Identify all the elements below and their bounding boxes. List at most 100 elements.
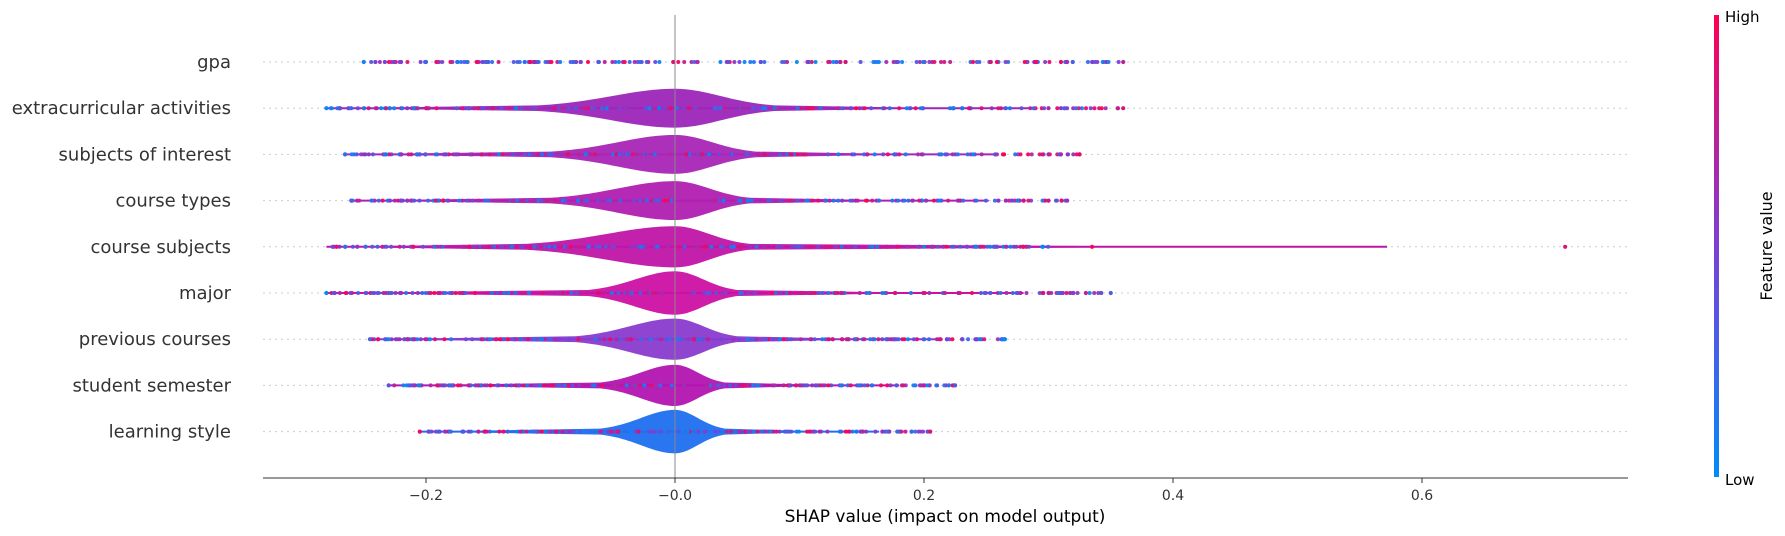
shap-point <box>374 106 379 111</box>
shap-point <box>411 106 416 111</box>
shap-point <box>885 337 890 342</box>
shap-point <box>700 337 705 342</box>
shap-point <box>979 106 984 111</box>
shap-point <box>790 198 795 203</box>
shap-point <box>375 291 380 295</box>
shap-point <box>366 152 371 157</box>
shap-point <box>823 383 828 388</box>
shap-point <box>1013 152 1018 157</box>
shap-point <box>589 106 594 111</box>
shap-point <box>583 152 588 157</box>
shap-point <box>938 198 943 203</box>
shap-point <box>386 290 391 296</box>
shap-point <box>864 291 869 295</box>
shap-point <box>1087 291 1092 295</box>
shap-point <box>724 429 729 434</box>
shap-point <box>980 244 985 249</box>
shap-point <box>966 106 971 111</box>
shap-point <box>497 152 502 157</box>
shap-point <box>392 60 397 64</box>
shap-point <box>820 291 825 295</box>
shap-point <box>355 244 360 249</box>
shap-point <box>410 291 415 295</box>
shap-point <box>955 152 960 157</box>
shap-point <box>717 198 722 203</box>
shap-point <box>836 152 841 157</box>
shap-point <box>476 383 481 388</box>
shap-point <box>1563 244 1568 249</box>
shap-point <box>982 337 987 342</box>
shap-point <box>745 291 750 295</box>
shap-point <box>405 337 410 342</box>
shap-point <box>472 291 477 295</box>
shap-point <box>515 198 520 203</box>
shap-point <box>876 60 881 64</box>
shap-point <box>414 106 419 111</box>
shap-point <box>899 429 904 434</box>
shap-point <box>584 198 589 203</box>
shap-point <box>827 244 832 249</box>
shap-point <box>652 152 657 157</box>
shap-point <box>902 198 907 203</box>
shap-point <box>543 429 548 434</box>
shap-point <box>831 198 836 203</box>
shap-point <box>719 337 724 342</box>
feature-label: extracurricular activities <box>12 98 231 119</box>
shap-point <box>551 152 556 157</box>
shap-point <box>768 429 773 434</box>
shap-point <box>552 106 557 111</box>
shap-point <box>686 337 691 342</box>
shap-point <box>526 291 531 295</box>
shap-point <box>532 337 537 342</box>
shap-point <box>363 244 368 249</box>
shap-point <box>415 291 420 295</box>
shap-point <box>965 244 970 249</box>
x-tick-label: 0.2 <box>913 488 935 504</box>
shap-point <box>499 244 504 249</box>
shap-point <box>362 106 367 111</box>
shap-point <box>1095 60 1100 64</box>
shap-point <box>665 337 670 342</box>
shap-point <box>499 106 504 111</box>
shap-point <box>1021 198 1026 203</box>
shap-point <box>988 60 993 64</box>
shap-point <box>729 244 734 249</box>
shap-point <box>622 60 627 64</box>
shap-point <box>555 291 560 295</box>
shap-point <box>699 429 704 434</box>
shap-point <box>454 106 459 111</box>
shap-point <box>604 198 609 203</box>
shap-point <box>616 291 621 295</box>
shap-point <box>826 383 831 388</box>
shap-point <box>784 152 789 157</box>
shap-point <box>515 152 520 157</box>
shap-point <box>501 337 506 342</box>
shap-point <box>515 60 520 64</box>
shap-point <box>800 291 805 295</box>
shap-point <box>911 337 916 342</box>
shap-point <box>1043 60 1048 64</box>
shap-point <box>695 337 700 342</box>
shap-point <box>603 244 608 249</box>
shap-point <box>474 60 479 64</box>
shap-point <box>535 60 540 64</box>
shap-point <box>711 198 716 203</box>
shap-point <box>798 337 803 342</box>
shap-point <box>807 291 812 295</box>
shap-point <box>1028 106 1033 111</box>
shap-point <box>651 106 656 111</box>
shap-point <box>1096 291 1101 295</box>
shap-point <box>383 337 388 342</box>
shap-point <box>740 383 745 388</box>
shap-point <box>655 244 660 249</box>
shap-point <box>908 291 913 295</box>
shap-point <box>433 198 438 203</box>
shap-point <box>759 383 764 388</box>
shap-point <box>504 383 509 388</box>
shap-point <box>702 291 707 295</box>
shap-point <box>555 60 560 64</box>
shap-point <box>464 198 469 203</box>
shap-point <box>797 383 802 388</box>
shap-point <box>843 429 848 434</box>
shap-point <box>682 244 687 249</box>
